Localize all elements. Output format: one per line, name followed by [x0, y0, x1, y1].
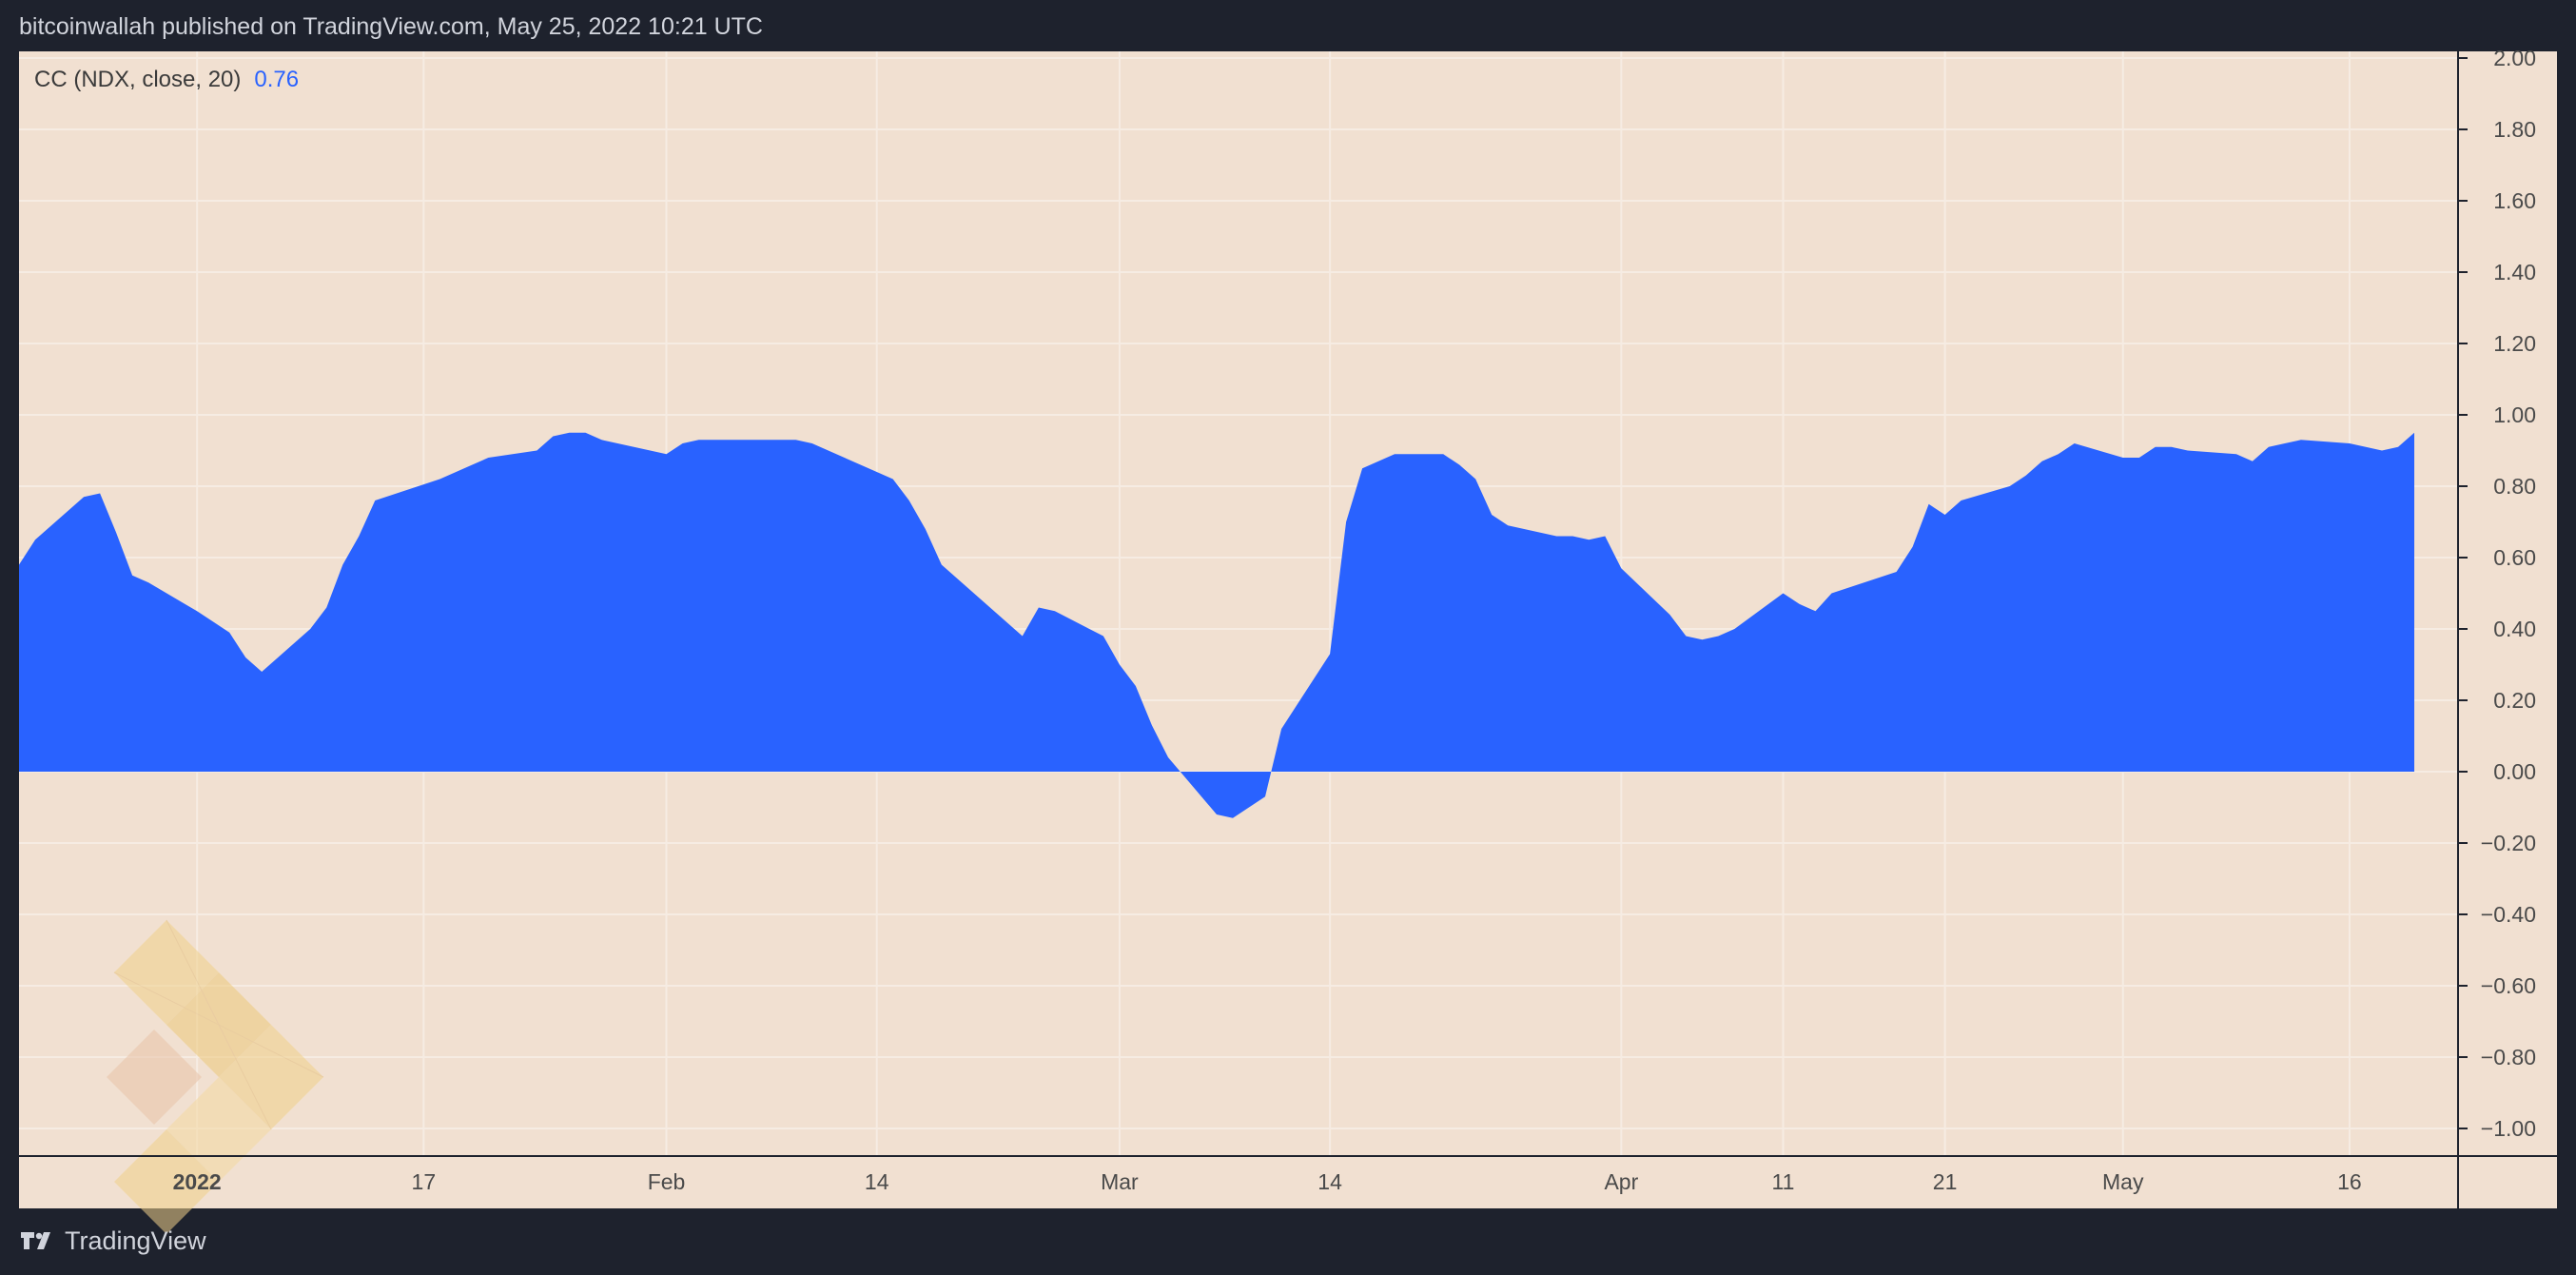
y-tick-label: −0.60 [2481, 973, 2536, 998]
footer-brand-label: TradingView [65, 1226, 206, 1255]
y-tick-label: 1.60 [2493, 188, 2536, 213]
y-tick-label: −0.20 [2481, 831, 2536, 855]
y-tick-label: 1.00 [2493, 402, 2536, 427]
x-tick-label: 17 [412, 1169, 437, 1194]
x-tick-label: May [2102, 1169, 2144, 1194]
y-tick-label: 0.40 [2493, 617, 2536, 641]
y-tick-label: −1.00 [2481, 1116, 2536, 1141]
y-tick-label: 1.20 [2493, 331, 2536, 356]
tradingview-logo-icon [21, 1232, 50, 1249]
y-tick-label: −0.40 [2481, 902, 2536, 927]
x-tick-label: 14 [865, 1169, 889, 1194]
y-tick-label: 0.60 [2493, 545, 2536, 570]
indicator-value: 0.76 [254, 67, 300, 92]
time-axis[interactable]: 2022 17 Feb 14 Mar 14 Apr 11 21 May 16 [173, 1169, 2362, 1194]
x-tick-label: 14 [1317, 1169, 1342, 1194]
published-header: bitcoinwallah published on TradingView.c… [19, 13, 763, 40]
y-tick-label: 2.00 [2493, 46, 2536, 70]
y-tick-label: −0.80 [2481, 1045, 2536, 1069]
x-tick-label: 21 [1933, 1169, 1958, 1194]
x-tick-label: 2022 [173, 1169, 222, 1194]
cc-area-series [19, 432, 2414, 818]
x-tick-label: 16 [2337, 1169, 2362, 1194]
indicator-legend[interactable]: CC (NDX, close, 20) 0.76 [34, 67, 299, 93]
x-tick-label: Apr [1604, 1169, 1638, 1194]
y-tick-label: 0.80 [2493, 474, 2536, 499]
y-tick-label: 1.40 [2493, 260, 2536, 284]
y-tick-label: 0.00 [2493, 759, 2536, 784]
footer-brand[interactable]: TradingView [19, 1224, 206, 1258]
y-tick-label: 1.80 [2493, 117, 2536, 142]
x-tick-label: Feb [648, 1169, 686, 1194]
y-tick-label: 0.20 [2493, 688, 2536, 713]
price-axis[interactable]: 2.00 1.80 1.60 1.40 1.20 1.00 0.80 0.60 0.40 0.20… [2458, 46, 2536, 1141]
indicator-label: CC (NDX, close, 20) [34, 67, 242, 92]
x-tick-label: Mar [1101, 1169, 1139, 1194]
x-tick-label: 11 [1772, 1169, 1795, 1194]
